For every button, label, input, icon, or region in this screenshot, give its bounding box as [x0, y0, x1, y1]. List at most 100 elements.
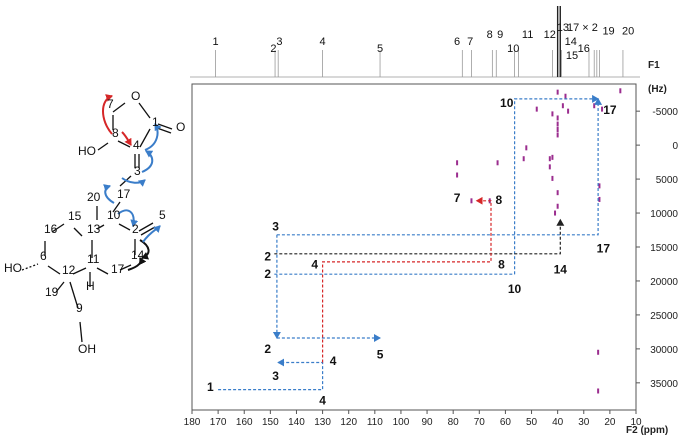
bond — [21, 263, 39, 271]
cross-peak — [556, 203, 559, 209]
bond — [72, 267, 87, 275]
cross-peak — [601, 106, 604, 112]
spectrum-label: 5 — [377, 347, 384, 361]
bond — [119, 264, 132, 271]
f1-axis-label: F1 — [648, 60, 660, 71]
bond — [156, 127, 172, 134]
atom-label: HO — [78, 144, 96, 158]
spectrum-label: 7 — [454, 191, 461, 205]
bond — [118, 223, 131, 231]
bond — [138, 222, 154, 232]
bond — [96, 224, 105, 230]
structure-hmbc-arrow — [121, 131, 132, 146]
atom-label: 6 — [40, 249, 47, 263]
bond — [51, 223, 65, 233]
structure-hmbc-arrow — [139, 239, 150, 260]
bond — [96, 267, 109, 275]
cross-peak — [619, 88, 622, 94]
f2-axis-label: F2 (ppm) — [626, 425, 668, 436]
spectrum-label: 2 — [264, 267, 271, 281]
peak-label: 10 — [507, 43, 519, 55]
correlation-path — [218, 358, 324, 391]
cross-peak — [598, 183, 601, 189]
spectrum-label: 1 — [207, 380, 214, 394]
peak-label: 4 — [320, 36, 326, 48]
cross-peak — [551, 111, 554, 117]
structure-hmbc-arrow — [127, 257, 147, 271]
cross-peak — [598, 196, 601, 202]
cross-peak — [561, 103, 564, 109]
y-tick-label: 5000 — [656, 175, 679, 186]
cross-peak — [593, 103, 596, 109]
peak-label: 13 — [557, 22, 569, 34]
carbon-1d-spectrum — [190, 6, 640, 78]
atom-label: 11 — [87, 252, 100, 266]
atom-label: 20 — [87, 190, 101, 204]
spectrum-label: 2 — [264, 250, 271, 264]
spectrum-label: 8 — [498, 258, 505, 272]
x-axis-ticks: 180 170 160 150 140 130 120 110 100 90 80 70 60 50 40 3… — [184, 410, 642, 428]
cross-peak — [556, 132, 559, 138]
cross-peak — [456, 172, 459, 178]
cross-peak — [548, 164, 551, 170]
atom-label: O — [131, 89, 140, 103]
cross-peak — [456, 160, 459, 166]
cross-peak — [597, 388, 600, 394]
peak-label: 14 — [565, 36, 577, 48]
peak-label: 19 — [602, 26, 614, 38]
bond — [140, 226, 156, 236]
atom-label: HO — [4, 261, 22, 275]
correlation-path — [322, 196, 492, 363]
atom-label: 16 — [44, 222, 58, 236]
atom-label: 19 — [45, 285, 59, 299]
atom-label: OH — [78, 342, 96, 356]
x-tick-label: 160 — [236, 417, 253, 428]
peak-label: 1 — [212, 36, 218, 48]
atom-label: 12 — [62, 263, 76, 277]
spectrum-label: 4 — [319, 393, 326, 407]
f1-axis-unit: (Hz) — [648, 84, 667, 95]
spectrum-label: 3 — [272, 369, 279, 383]
x-tick-label: 150 — [262, 417, 279, 428]
structure-hmbc-arrow — [144, 123, 162, 151]
spectrum-label: 3 — [272, 220, 279, 234]
cross-peak — [525, 145, 528, 151]
atom-label: 15 — [68, 209, 82, 223]
x-tick-label: 120 — [340, 417, 357, 428]
x-tick-label: 70 — [474, 417, 486, 428]
atom-label: 8 — [112, 126, 119, 140]
y-tick-label: -5000 — [652, 107, 678, 118]
peak-label: 7 — [467, 36, 473, 48]
x-tick-label: 30 — [578, 417, 590, 428]
structure-hmbc-arrow — [141, 150, 154, 173]
peak-label: 15 — [566, 50, 578, 62]
cross-peak — [556, 121, 559, 127]
x-tick-label: 110 — [367, 417, 383, 428]
cross-peak — [567, 108, 570, 114]
cross-peak — [597, 349, 600, 355]
x-tick-label: 50 — [526, 417, 538, 428]
bond — [47, 265, 61, 275]
spectrum-label: 10 — [500, 96, 514, 110]
x-tick-label: 60 — [500, 417, 512, 428]
cross-peak — [551, 175, 554, 181]
atom-label: 1 — [152, 115, 159, 129]
correlation-path — [276, 97, 603, 236]
bond — [117, 140, 131, 148]
structure-hmbc-arrow — [102, 94, 113, 135]
peak-label: 17 × 2 — [567, 22, 598, 34]
cross-peak — [551, 154, 554, 160]
chemical-structure — [21, 94, 173, 343]
peak-label: 2 — [270, 43, 276, 55]
cross-peak — [556, 190, 559, 196]
spectrum-label: 4 — [311, 258, 318, 272]
cross-peaks — [456, 88, 622, 394]
bond — [138, 102, 151, 119]
spectrum-label: 17 — [597, 241, 611, 255]
correlation-path — [513, 94, 600, 275]
structure-hmbc-arrow — [142, 225, 161, 243]
spectrum-label: 2 — [264, 342, 271, 356]
bond — [139, 128, 151, 148]
